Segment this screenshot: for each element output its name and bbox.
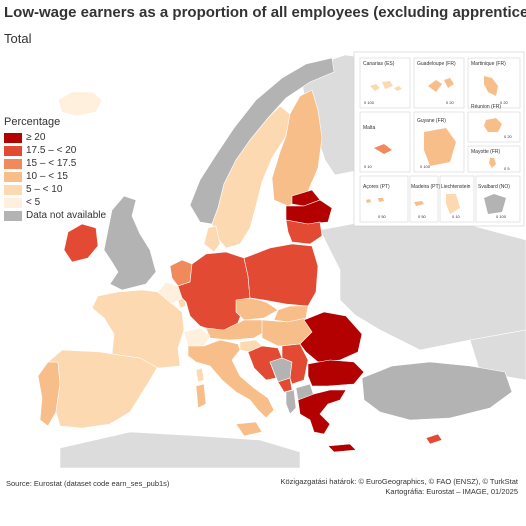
legend-swatch (4, 132, 22, 143)
legend-item: 17.5 – < 20 (4, 144, 106, 157)
scale-madeira: 0 50 (418, 214, 427, 219)
scale-svalbard: 0 100 (496, 214, 507, 219)
legend-label: ≥ 20 (26, 132, 46, 143)
inset-label-madeira: Madeira (PT) (411, 184, 441, 190)
credit-line-2: Kartográfia: Eurostat – IMAGE, 01/2025 (385, 487, 518, 496)
legend-title: Percentage (4, 116, 61, 128)
country-luxembourg (177, 297, 187, 309)
scale-martinique: 0 20 (500, 100, 509, 105)
inset-label-reunion: Réunion (FR) (471, 104, 501, 110)
scale-acores: 0 50 (378, 214, 387, 219)
country-greece (297, 389, 347, 435)
country-poland (243, 243, 319, 307)
country-czechia (235, 297, 279, 321)
legend-swatch (4, 171, 22, 182)
country-romania (299, 311, 363, 363)
legend-swatch (4, 210, 22, 221)
inset-label-guadeloupe: Guadeloupe (FR) (417, 61, 456, 67)
legend-item: 5 – < 10 (4, 183, 106, 196)
island-sardinia (195, 383, 207, 409)
legend-item: Data not available (4, 209, 106, 222)
region-north-africa (59, 431, 301, 468)
scale-guyane: 0 100 (420, 164, 431, 169)
legend-label: < 5 (26, 197, 41, 208)
country-bulgaria (307, 359, 365, 387)
inset-panel: Canarias (ES) 0 100 Guadeloupe (FR) 0 20… (353, 51, 525, 227)
scale-liechtenstein: 0 10 (452, 214, 461, 219)
inset-label-malta: Malta (363, 125, 375, 131)
country-netherlands (169, 259, 193, 287)
country-portugal (37, 361, 61, 427)
source-note: Source: Eurostat (dataset code earn_ses_… (6, 479, 170, 488)
legend-item: ≥ 20 (4, 131, 106, 144)
legend-swatch (4, 184, 22, 195)
scale-mayotte: 0 5 (504, 166, 510, 171)
legend-item: 10 – < 15 (4, 170, 106, 183)
legend-label: 15 – < 17.5 (26, 158, 77, 169)
country-cyprus (425, 433, 443, 445)
credit-line-1: Közigazgatási határok: © EuroGeographics… (280, 477, 518, 486)
legend-label: 17.5 – < 20 (26, 145, 77, 156)
island-corsica (195, 367, 205, 383)
country-lithuania (285, 219, 323, 245)
scale-malta: 0 10 (364, 164, 373, 169)
country-serbia (281, 343, 309, 385)
map-legend: Percentage ≥ 20 17.5 – < 20 15 – < 17.5 10 … (4, 116, 106, 222)
country-albania (285, 389, 297, 415)
legend-swatch (4, 145, 22, 156)
europe-map: Canarias (ES) 0 100 Guadeloupe (FR) 0 20… (37, 51, 526, 468)
country-spain (47, 349, 159, 429)
island-sicily (235, 421, 263, 437)
legend-swatch (4, 197, 22, 208)
inset-label-mayotte: Mayotte (FR) (471, 149, 501, 155)
inset-label-canarias: Canarias (ES) (363, 61, 395, 67)
region-turkey (361, 361, 513, 421)
credit-note: Közigazgatási határok: © EuroGeographics… (280, 477, 518, 497)
scale-reunion: 0 20 (504, 134, 513, 139)
scale-canarias: 0 100 (364, 100, 375, 105)
country-united-kingdom (103, 195, 157, 291)
legend-item: < 5 (4, 196, 106, 209)
region-caucasus (469, 329, 526, 381)
inset-label-liechtenstein: Liechtenstein (441, 184, 471, 190)
country-italy (187, 339, 275, 419)
country-denmark (203, 225, 221, 253)
legend-item: 15 – < 17.5 (4, 157, 106, 170)
island-crete (327, 443, 357, 453)
inset-label-martinique: Martinique (FR) (471, 61, 506, 67)
scale-guadeloupe: 0 20 (446, 100, 455, 105)
legend-label: 10 – < 15 (26, 171, 68, 182)
country-france (91, 289, 185, 369)
country-ireland (63, 223, 99, 263)
legend-swatch (4, 158, 22, 169)
map-subtitle: Total (4, 31, 32, 46)
legend-label: 5 – < 10 (26, 184, 63, 195)
inset-label-guyane: Guyane (FR) (417, 118, 446, 124)
country-montenegro (277, 377, 293, 393)
country-iceland (57, 91, 103, 117)
map-title: Low-wage earners as a proportion of all … (4, 4, 526, 21)
legend-label: Data not available (26, 210, 107, 221)
inset-label-acores: Açores (PT) (363, 184, 390, 190)
inset-label-svalbard: Svalbard (NO) (478, 184, 510, 190)
country-switzerland (183, 327, 211, 347)
